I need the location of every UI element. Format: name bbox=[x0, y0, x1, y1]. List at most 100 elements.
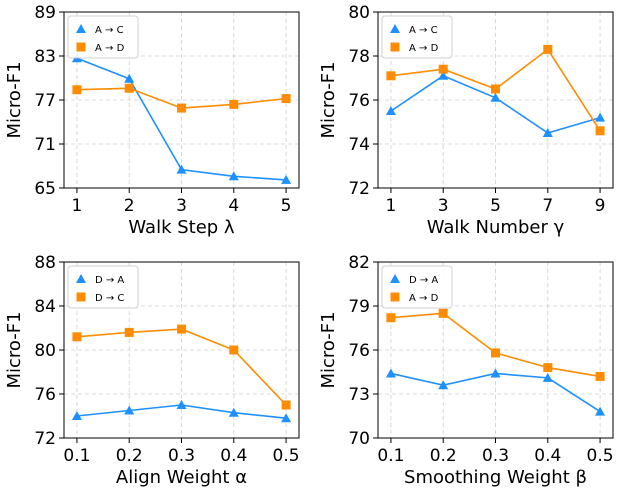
data-point bbox=[228, 407, 239, 417]
data-point bbox=[542, 128, 553, 137]
data-point bbox=[124, 73, 135, 83]
x-tick-label: 3 bbox=[176, 196, 187, 216]
data-point bbox=[386, 71, 396, 81]
y-tick-label: 79 bbox=[348, 297, 370, 317]
legend-label: A → D bbox=[409, 43, 439, 54]
data-point bbox=[228, 171, 239, 181]
x-tick-label: 0.1 bbox=[377, 446, 404, 466]
x-tick-label: 0.1 bbox=[63, 446, 90, 466]
y-tick-label: 80 bbox=[348, 3, 370, 23]
chart-1: 65 71 77 83 89 1 2 3 4 5 Walk Step λ Micro-F1 A → C A… bbox=[4, 3, 300, 238]
data-point bbox=[124, 327, 134, 337]
y-tick-label: 78 bbox=[348, 47, 370, 67]
x-tick-label: 3 bbox=[438, 196, 449, 216]
data-point bbox=[438, 308, 448, 318]
data-point bbox=[124, 83, 134, 93]
plot-frame bbox=[63, 261, 300, 439]
y-tick-label: 74 bbox=[348, 135, 370, 155]
x-tick-label: 4 bbox=[228, 196, 239, 216]
data-point bbox=[281, 413, 292, 423]
y-tick-label: 84 bbox=[34, 297, 56, 317]
legend-marker bbox=[76, 24, 86, 33]
x-axis-label: Walk Number γ bbox=[427, 217, 565, 238]
data-point bbox=[438, 64, 448, 74]
legend-marker bbox=[390, 292, 400, 302]
data-point bbox=[229, 345, 239, 355]
data-point bbox=[176, 400, 187, 409]
y-tick-label: 71 bbox=[34, 135, 56, 155]
legend-label: A → D bbox=[95, 43, 125, 54]
chart-3: 72 76 80 84 88 0.1 0.2 0.3 0.4 0.5 Align Weight α M… bbox=[4, 253, 300, 488]
data-point bbox=[281, 94, 291, 104]
legend-marker bbox=[390, 274, 400, 283]
data-point bbox=[71, 411, 82, 420]
data-point bbox=[543, 44, 553, 54]
data-point bbox=[386, 313, 396, 323]
x-tick-label: 0.5 bbox=[273, 446, 300, 466]
plot-frame bbox=[63, 11, 300, 189]
legend-label: D → A bbox=[95, 275, 124, 286]
x-tick-label: 5 bbox=[281, 196, 292, 216]
data-point bbox=[72, 332, 82, 342]
legend-marker bbox=[76, 42, 86, 52]
x-tick-label: 0.3 bbox=[482, 446, 509, 466]
data-point bbox=[542, 372, 553, 382]
legend-marker bbox=[76, 292, 86, 302]
x-tick-label: 7 bbox=[542, 196, 553, 216]
y-tick-label: 65 bbox=[34, 179, 56, 199]
y-tick-label: 80 bbox=[34, 341, 56, 361]
data-point bbox=[490, 92, 501, 102]
y-tick-label: 77 bbox=[34, 91, 56, 111]
data-point bbox=[281, 400, 291, 410]
x-axis-label: Walk Step λ bbox=[128, 217, 235, 238]
x-tick-label: 0.4 bbox=[534, 446, 561, 466]
data-point bbox=[595, 371, 605, 381]
data-point bbox=[229, 99, 239, 109]
chart-2: 72 74 76 78 80 1 3 5 7 9 Walk Number γ Micro-F1 A → … bbox=[318, 3, 614, 238]
y-tick-label: 73 bbox=[348, 385, 370, 405]
x-tick-label: 0.2 bbox=[430, 446, 457, 466]
legend-label: A → C bbox=[95, 25, 124, 36]
data-point bbox=[438, 70, 449, 80]
x-tick-label: 0.4 bbox=[220, 446, 247, 466]
data-point bbox=[490, 368, 501, 378]
y-axis-label: Micro-F1 bbox=[318, 311, 339, 388]
y-tick-label: 76 bbox=[348, 91, 370, 111]
legend-label: A → D bbox=[409, 293, 439, 304]
data-point bbox=[177, 324, 186, 334]
data-point bbox=[595, 112, 606, 122]
data-point bbox=[438, 380, 449, 390]
data-point bbox=[72, 85, 82, 95]
legend-marker bbox=[390, 24, 400, 33]
y-tick-label: 83 bbox=[34, 47, 56, 67]
x-tick-label: 1 bbox=[72, 196, 83, 216]
legend-label: D → A bbox=[409, 275, 438, 286]
y-tick-label: 82 bbox=[348, 253, 370, 273]
y-tick-label: 88 bbox=[34, 253, 56, 273]
y-axis-label: Micro-F1 bbox=[4, 311, 25, 388]
x-tick-label: 2 bbox=[124, 196, 135, 216]
x-tick-label: 9 bbox=[595, 196, 606, 216]
y-axis-label: Micro-F1 bbox=[4, 61, 25, 138]
data-point bbox=[595, 126, 605, 136]
y-tick-label: 72 bbox=[34, 429, 56, 449]
data-point bbox=[385, 106, 396, 115]
legend-marker bbox=[390, 42, 400, 52]
data-point bbox=[281, 174, 292, 184]
y-tick-label: 72 bbox=[348, 179, 370, 199]
x-tick-label: 0.3 bbox=[168, 446, 195, 466]
y-tick-label: 76 bbox=[348, 341, 370, 361]
data-point bbox=[124, 405, 135, 415]
legend-label: A → C bbox=[409, 25, 438, 36]
y-axis-label: Micro-F1 bbox=[318, 61, 339, 138]
data-point bbox=[491, 348, 500, 358]
data-point bbox=[385, 368, 396, 378]
x-tick-label: 1 bbox=[386, 196, 397, 216]
series-line-2 bbox=[390, 312, 601, 378]
plot-frame bbox=[377, 11, 614, 189]
y-tick-label: 76 bbox=[34, 385, 56, 405]
plot-frame bbox=[377, 261, 614, 439]
x-axis-label: Align Weight α bbox=[116, 467, 247, 488]
legend-label: D → C bbox=[95, 293, 124, 304]
